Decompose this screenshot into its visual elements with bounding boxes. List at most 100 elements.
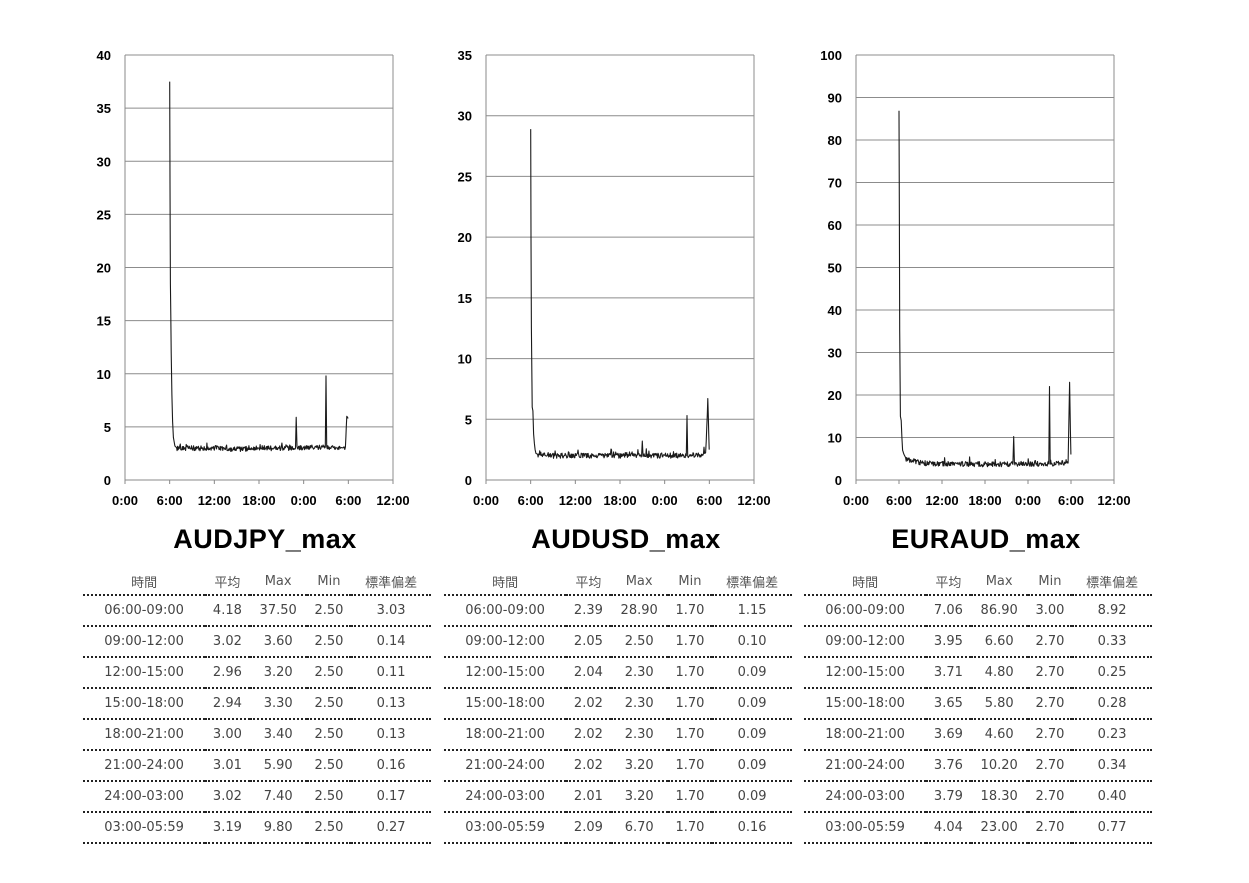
table-header-cell: 標準偏差 <box>1086 575 1139 591</box>
table-cell: 2.02 <box>566 749 611 781</box>
y-tick-label: 10 <box>97 367 111 382</box>
chart-panel-euraud: 0 10 20 30 40 50 60 70 80 90 100 0:00 6:00 12:00 18:00… <box>806 0 1166 883</box>
table-cell: 0.13 <box>351 718 431 750</box>
table-row: 18:00-21:00 3.69 4.60 2.70 0.23 <box>804 718 1152 750</box>
y-tick-label: 80 <box>828 133 842 148</box>
line-chart-audjpy: 0 5 10 15 20 25 30 35 40 0:00 6:00 12:00 18:00 0:00 6:… <box>97 48 410 508</box>
table-cell: 18:00-21:00 <box>444 718 567 750</box>
x-tick-label: 12:00 <box>925 493 958 508</box>
table-cell: 0.10 <box>712 625 792 657</box>
table-cell: 4.80 <box>970 656 1028 688</box>
table-cell: 18:00-21:00 <box>83 718 206 750</box>
table-cell: 7.40 <box>249 780 307 812</box>
table-cell: 0.09 <box>712 687 792 719</box>
x-tick-label: 18:00 <box>968 493 1001 508</box>
table-cell: 2.04 <box>566 656 611 688</box>
table-row: 24:00-03:00 2.01 3.20 1.70 0.09 <box>444 780 792 812</box>
x-tick-label: 12:00 <box>376 493 409 508</box>
table-cell: 3.02 <box>205 625 250 657</box>
table-cell: 7.06 <box>926 594 971 626</box>
table-cell: 15:00-18:00 <box>83 687 206 719</box>
table-cell: 6.60 <box>970 625 1028 657</box>
table-cell: 24:00-03:00 <box>444 780 567 812</box>
table-row: 09:00-12:00 2.05 2.50 1.70 0.10 <box>444 625 792 657</box>
line-chart-euraud: 0 10 20 30 40 50 60 70 80 90 100 0:00 6:00 12:00 18:00… <box>820 48 1130 508</box>
x-tick-label: 6:00 <box>335 493 361 508</box>
y-tick-label: 5 <box>465 412 472 427</box>
table-cell: 3.01 <box>205 749 250 781</box>
table-row: 06:00-09:00 2.39 28.90 1.70 1.15 <box>444 594 792 626</box>
table-row: 06:00-09:00 7.06 86.90 3.00 8.92 <box>804 594 1152 626</box>
series-line <box>169 81 349 452</box>
y-tick-label: 25 <box>458 169 472 184</box>
x-tick-label: 6:00 <box>1058 493 1084 508</box>
table-row: 18:00-21:00 3.00 3.40 2.50 0.13 <box>83 718 431 750</box>
y-tick-label: 30 <box>458 109 472 124</box>
y-tick-label: 5 <box>104 420 111 435</box>
y-tick-label: 10 <box>828 431 842 446</box>
table-cell: 3.95 <box>926 625 971 657</box>
table-cell: 2.50 <box>610 625 668 657</box>
y-tick-label: 0 <box>104 473 111 488</box>
table-cell: 0.16 <box>351 749 431 781</box>
stats-table-audjpy: 時間 平均 Max Min 標準偏差 06:00-09:00 4.18 37.50 2.50 3.… <box>83 568 431 844</box>
table-cell: 18.30 <box>970 780 1028 812</box>
y-tick-label: 40 <box>828 303 842 318</box>
table-header-cell: 平均 <box>214 575 241 591</box>
table-cell: 18:00-21:00 <box>804 718 927 750</box>
table-cell: 3.20 <box>610 749 668 781</box>
table-row: 18:00-21:00 2.02 2.30 1.70 0.09 <box>444 718 792 750</box>
table-cell: 2.70 <box>1027 811 1073 844</box>
table-cell: 3.69 <box>926 718 971 750</box>
table-cell: 2.70 <box>1027 625 1073 657</box>
table-cell: 2.01 <box>566 780 611 812</box>
table-cell: 1.70 <box>667 811 713 844</box>
table-row: 12:00-15:00 3.71 4.80 2.70 0.25 <box>804 656 1152 688</box>
table-cell: 21:00-24:00 <box>83 749 206 781</box>
table-header-row: 時間 平均 Max Min 標準偏差 <box>444 568 792 595</box>
table-row: 12:00-15:00 2.04 2.30 1.70 0.09 <box>444 656 792 688</box>
table-cell: 3.02 <box>205 780 250 812</box>
table-cell: 6.70 <box>610 811 668 844</box>
table-row: 06:00-09:00 4.18 37.50 2.50 3.03 <box>83 594 431 626</box>
x-tick-label: 12:00 <box>198 493 231 508</box>
table-cell: 03:00-05:59 <box>444 811 567 844</box>
table-header-cell: 平均 <box>575 575 602 591</box>
series-line <box>898 110 1072 468</box>
table-header-row: 時間 平均 Max Min 標準偏差 <box>83 568 431 595</box>
x-tick-label: 0:00 <box>1015 493 1041 508</box>
table-cell: 2.70 <box>1027 718 1073 750</box>
table-row: 03:00-05:59 3.19 9.80 2.50 0.27 <box>83 811 431 844</box>
table-cell: 21:00-24:00 <box>804 749 927 781</box>
table-row: 21:00-24:00 3.76 10.20 2.70 0.34 <box>804 749 1152 781</box>
y-tick-label: 40 <box>97 48 111 63</box>
table-cell: 2.94 <box>205 687 250 719</box>
table-cell: 2.30 <box>610 656 668 688</box>
table-cell: 0.40 <box>1072 780 1152 812</box>
table-row: 15:00-18:00 2.94 3.30 2.50 0.13 <box>83 687 431 719</box>
table-cell: 0.25 <box>1072 656 1152 688</box>
table-cell: 0.09 <box>712 718 792 750</box>
x-tick-label: 6:00 <box>696 493 722 508</box>
table-header-cell: 時間 <box>492 575 519 591</box>
table-row: 21:00-24:00 3.01 5.90 2.50 0.16 <box>83 749 431 781</box>
table-cell: 2.50 <box>306 687 352 719</box>
table-cell: 09:00-12:00 <box>444 625 567 657</box>
table-cell: 2.50 <box>306 749 352 781</box>
table-cell: 3.03 <box>351 594 431 626</box>
table-cell: 1.70 <box>667 718 713 750</box>
table-cell: 3.79 <box>926 780 971 812</box>
table-header-cell: Min <box>1038 573 1062 589</box>
table-cell: 0.33 <box>1072 625 1152 657</box>
table-cell: 2.50 <box>306 718 352 750</box>
x-tick-label: 6:00 <box>886 493 912 508</box>
y-tick-label: 70 <box>828 176 842 191</box>
table-cell: 5.90 <box>249 749 307 781</box>
table-cell: 0.11 <box>351 656 431 688</box>
table-row: 15:00-18:00 2.02 2.30 1.70 0.09 <box>444 687 792 719</box>
table-cell: 37.50 <box>249 594 307 626</box>
table-cell: 0.28 <box>1072 687 1152 719</box>
table-cell: 0.14 <box>351 625 431 657</box>
y-tick-label: 0 <box>465 473 472 488</box>
table-cell: 1.70 <box>667 656 713 688</box>
